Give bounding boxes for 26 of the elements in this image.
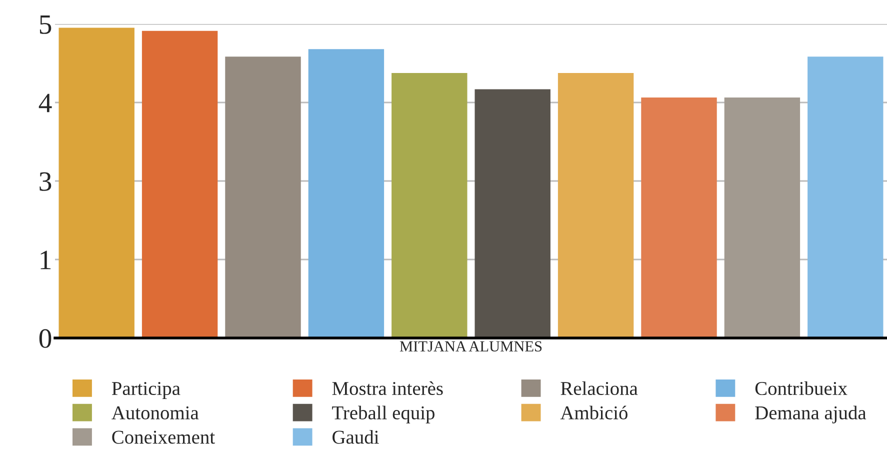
legend-label: Coneixement [112,430,215,444]
legend-label: Participa [112,382,180,399]
x-tick-label: MITJANA ALUMNES [400,341,542,352]
legend-label: Treball equip [332,406,434,424]
bar [58,28,134,338]
legend-label: Demana ajuda [755,406,866,424]
legend-label: Mostra interès [332,381,443,396]
y-tick-label: 4 [38,94,52,112]
y-tick-label: 1 [40,250,51,270]
legend-label: Ambició [560,406,628,420]
y-tick-label: 3 [40,172,52,191]
y-tick-label: 0 [39,329,52,348]
bar [392,72,468,338]
legend-label: Contribueix [755,381,848,396]
bar [724,97,800,338]
bar [558,72,634,338]
bar [474,89,550,338]
legend-label: Gaudi [332,430,379,444]
legend-label: Autonomia [112,406,199,420]
bar [308,49,384,338]
bar [142,30,218,338]
legend-label: Relaciona [560,381,638,396]
bar [808,56,884,338]
bar [641,97,717,338]
bar [225,56,301,338]
y-tick-label: 5 [40,15,52,34]
